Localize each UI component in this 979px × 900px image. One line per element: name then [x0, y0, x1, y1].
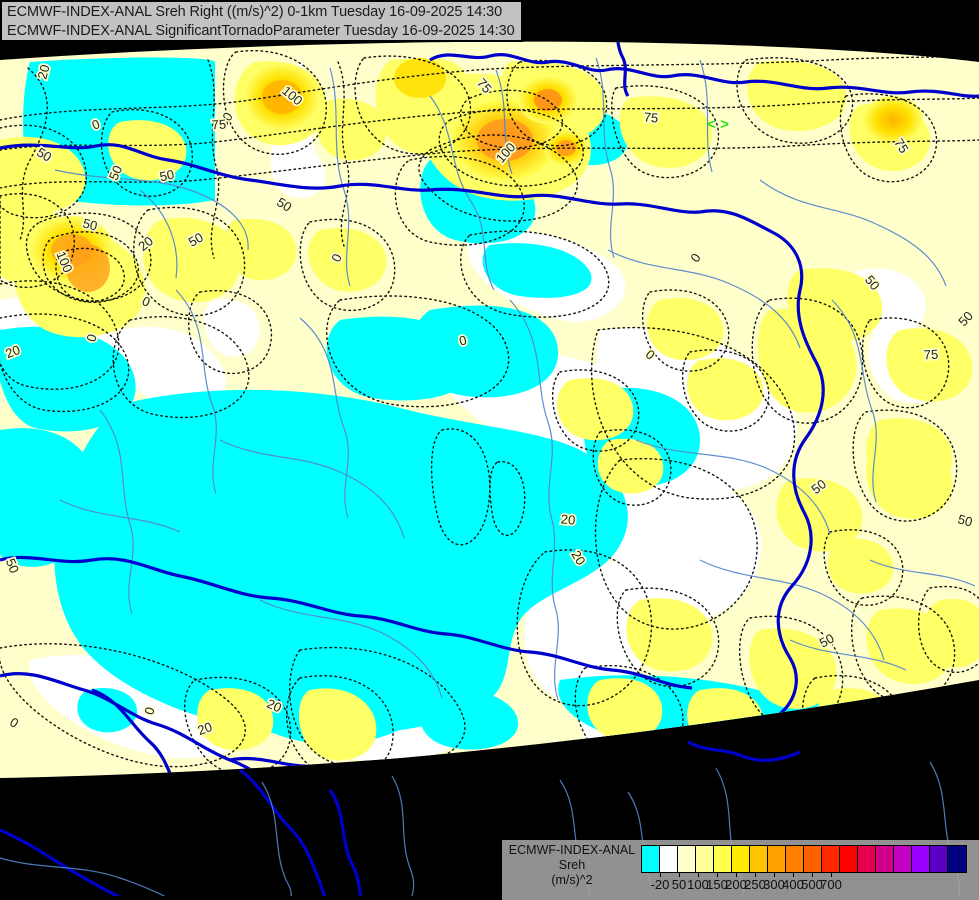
legend-tick-4 — [736, 872, 737, 877]
legend-title-field: Sreh — [558, 858, 586, 872]
legend-swatch-5 — [732, 846, 750, 872]
legend-swatch-3 — [696, 846, 714, 872]
legend-swatch-17 — [948, 846, 966, 872]
contour-label-halo: 20 — [560, 511, 576, 527]
legend-swatch-9 — [804, 846, 822, 872]
legend-tick-5 — [755, 872, 756, 877]
legend-swatch-14 — [894, 846, 912, 872]
contour-label: 20 — [265, 696, 284, 716]
legend-tick-8 — [812, 872, 813, 877]
legend-swatch-15 — [912, 846, 930, 872]
contour-label: 50 — [106, 163, 126, 182]
legend-tick-0 — [660, 872, 661, 877]
contour-label: 0 — [458, 332, 468, 348]
contour-label: 75 — [923, 347, 938, 363]
legend-tick-label-8: 500 — [801, 877, 823, 892]
legend-tick-label-4: 200 — [725, 877, 747, 892]
contour-label-halo: 20 — [195, 719, 214, 738]
legend-swatch-0 — [642, 846, 660, 872]
legend-tick-label-5: 250 — [744, 877, 766, 892]
contour-label: 50 — [186, 229, 206, 249]
legend-tick-label-6: 300 — [763, 877, 785, 892]
contour-label: 75 — [643, 109, 659, 125]
legend-swatch-4 — [714, 846, 732, 872]
legend-tick-label-2: 100 — [687, 877, 709, 892]
legend-swatch-8 — [786, 846, 804, 872]
legend-swatch-7 — [768, 846, 786, 872]
legend-tick-label-7: 400 — [782, 877, 804, 892]
contour-label: 50 — [3, 556, 22, 575]
contour-label-halo: 75 — [923, 347, 938, 363]
legend-tick-9 — [831, 872, 832, 877]
legend-swatch-16 — [930, 846, 948, 872]
legend-title-model: ECMWF-INDEX-ANAL — [508, 843, 636, 857]
contour-label: 50 — [158, 167, 175, 185]
contour-label: 50 — [956, 511, 974, 529]
legend-tick-6 — [774, 872, 775, 877]
legend-tick-1 — [679, 872, 680, 877]
contour-label: 75 — [211, 117, 226, 133]
contour-label: 20 — [568, 548, 588, 568]
contour-label: 20 — [3, 342, 22, 361]
contour-label: 20 — [34, 63, 52, 81]
contour-label-halo: 50 — [158, 167, 175, 185]
contour-label: 50 — [215, 110, 235, 130]
legend-swatch-11 — [840, 846, 858, 872]
legend-tick-label-3: 150 — [706, 877, 728, 892]
legend-panel: ECMWF-INDEX-ANAL Sreh (m/s)^2 -20 50 100 15… — [502, 840, 979, 900]
legend-tick-3 — [717, 872, 718, 877]
contour-label-halo: 75 — [643, 109, 659, 125]
contour-label: 50 — [817, 630, 837, 650]
contour-label: 50 — [81, 215, 99, 233]
contour-label: 0 — [83, 332, 99, 343]
contour-label-halo: 20 — [34, 63, 52, 81]
contour-label-halo: 50 — [81, 215, 99, 233]
legend-swatch-10 — [822, 846, 840, 872]
legend-swatch-1 — [660, 846, 678, 872]
title-line-tornado-parameter: ECMWF-INDEX-ANAL SignificantTornadoParam… — [7, 23, 515, 39]
map-title-bar: ECMWF-INDEX-ANAL Sreh Right ((m/s)^2) 0-… — [0, 0, 523, 42]
contour-label: 50 — [34, 144, 54, 164]
legend-swatch-13 — [876, 846, 894, 872]
legend-tick-label-0: -20 — [650, 877, 670, 892]
title-line-sreh: ECMWF-INDEX-ANAL Sreh Right ((m/s)^2) 0-… — [7, 4, 503, 20]
contour-label: 75 — [891, 136, 911, 156]
legend-title-units: (m/s)^2 — [551, 873, 593, 887]
contour-label: 50 — [274, 194, 294, 214]
legend-colorbar — [641, 845, 967, 873]
contour-label: 20 — [560, 511, 576, 527]
legend-title: ECMWF-INDEX-ANAL Sreh (m/s)^2 — [508, 843, 636, 888]
legend-swatch-12 — [858, 846, 876, 872]
contour-label: 0 — [141, 705, 157, 716]
legend-tick-label-1: 50 — [671, 877, 687, 892]
legend-tick-2 — [698, 872, 699, 877]
contour-label-halo: 75 — [211, 117, 226, 133]
contour-label: 20 — [195, 719, 214, 738]
legend-swatch-6 — [750, 846, 768, 872]
significant-tornado-parameter-marker: < > — [707, 116, 729, 133]
legend-tick-label-9: 700 — [820, 877, 842, 892]
legend-tick-7 — [793, 872, 794, 877]
contour-label-halo: 50 — [956, 511, 974, 529]
legend-swatch-2 — [678, 846, 696, 872]
